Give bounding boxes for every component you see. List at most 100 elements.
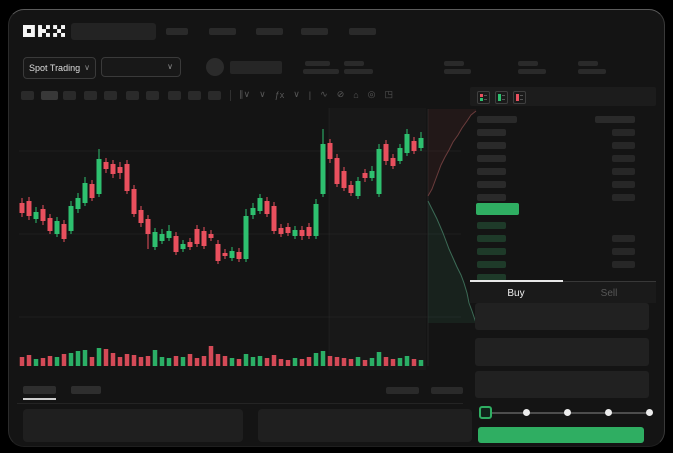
chart-tool-icon[interactable]: ∿ xyxy=(320,89,328,99)
bottom-divider xyxy=(17,403,463,404)
stat-label-placeholder xyxy=(305,61,330,66)
tab-buy[interactable]: Buy xyxy=(507,288,525,299)
stat-label-placeholder xyxy=(444,61,464,66)
interval-button-placeholder[interactable] xyxy=(146,91,159,100)
ask-size-placeholder[interactable] xyxy=(612,142,635,149)
pair-icon-placeholder xyxy=(206,58,224,76)
interval-button-placeholder[interactable] xyxy=(104,91,117,100)
chart-tool-icon[interactable]: ∨ xyxy=(293,89,300,99)
bid-price-placeholder[interactable] xyxy=(477,261,506,268)
bottom-action-placeholder[interactable] xyxy=(431,387,463,394)
stat-label-placeholder xyxy=(578,61,598,66)
interval-button-placeholder[interactable] xyxy=(208,91,221,100)
stat-label-placeholder xyxy=(518,61,538,66)
ask-size-placeholder[interactable] xyxy=(612,168,635,175)
bids-view-icon[interactable] xyxy=(495,91,508,104)
ask-price-placeholder[interactable] xyxy=(477,155,506,162)
slider-stop[interactable] xyxy=(522,409,530,416)
volume-layer xyxy=(19,346,424,366)
bid-size-placeholder[interactable] xyxy=(612,235,635,242)
chart-tool-icon[interactable]: ⌂ xyxy=(353,89,359,100)
ask-size-placeholder[interactable] xyxy=(612,194,635,201)
slider-handle[interactable] xyxy=(478,406,492,419)
inactive-tab-divider xyxy=(563,281,656,282)
market-type-label: Spot Trading xyxy=(29,63,81,73)
global-search-placeholder[interactable] xyxy=(71,23,156,40)
stat-value-placeholder xyxy=(444,69,471,74)
candles-layer xyxy=(19,129,424,264)
bottom-active-tab-indicator xyxy=(23,398,56,400)
session-highlight xyxy=(329,108,426,370)
depth-bids-line xyxy=(427,200,477,324)
bottom-action-placeholder[interactable] xyxy=(386,387,419,394)
order-input-placeholder[interactable] xyxy=(475,338,649,366)
nav-item-placeholder[interactable] xyxy=(209,28,236,35)
okx-logo-glyph xyxy=(23,25,65,37)
order-history-panel-placeholder xyxy=(258,409,472,442)
interval-button-placeholder[interactable] xyxy=(126,91,139,100)
depth-asks-area xyxy=(428,109,476,196)
open-orders-panel-placeholder xyxy=(23,409,243,442)
tab-sell[interactable]: Sell xyxy=(600,288,618,299)
bid-price-placeholder[interactable] xyxy=(477,274,506,281)
chart-tool-icon[interactable]: ∥∨ xyxy=(239,89,251,99)
pair-name-placeholder xyxy=(230,61,282,74)
slider-stop[interactable] xyxy=(645,409,653,416)
bid-size-placeholder[interactable] xyxy=(612,248,635,255)
nav-item-placeholder[interactable] xyxy=(301,28,328,35)
chart-tool-icon[interactable]: ƒx xyxy=(274,89,285,100)
pair-selector-dropdown[interactable]: ∨ xyxy=(101,57,181,77)
ask-size-placeholder[interactable] xyxy=(612,181,635,188)
app-window: Spot Trading ∨ ∨ ∥∨ ∨ ƒx ∨ | ∿ ⊘ ⌂ ◎ ◳ Buy Sell xyxy=(8,9,665,447)
orderbook-header-placeholder xyxy=(595,116,635,123)
order-input-placeholder[interactable] xyxy=(475,303,649,330)
okx-logo[interactable] xyxy=(23,23,65,40)
chevron-down-icon: ∨ xyxy=(167,62,173,71)
ask-price-placeholder[interactable] xyxy=(477,194,506,201)
ask-price-placeholder[interactable] xyxy=(477,168,506,175)
toolbar-divider xyxy=(230,90,231,101)
asks-view-icon[interactable] xyxy=(513,91,526,104)
nav-item-placeholder[interactable] xyxy=(256,28,283,35)
chart-tool-icon[interactable]: ⊘ xyxy=(336,89,345,99)
depth-bids-area xyxy=(428,201,476,323)
toolbar-divider: | xyxy=(308,89,312,100)
nav-item-placeholder[interactable] xyxy=(349,28,376,35)
chevron-down-icon: ∨ xyxy=(84,63,90,72)
interval-button-placeholder[interactable] xyxy=(21,91,34,100)
interval-button-placeholder[interactable] xyxy=(188,91,201,100)
stat-value-placeholder xyxy=(303,69,339,74)
ask-price-placeholder[interactable] xyxy=(477,181,506,188)
buy-sell-tab-strip xyxy=(470,282,656,303)
bid-price-placeholder[interactable] xyxy=(477,235,506,242)
slider-stop[interactable] xyxy=(563,409,571,416)
stat-value-placeholder xyxy=(344,69,373,74)
bottom-tab-1-placeholder[interactable] xyxy=(23,386,56,394)
submit-order-button[interactable] xyxy=(478,427,644,443)
bottom-tab-2-placeholder[interactable] xyxy=(71,386,101,394)
chart-tool-icon[interactable]: ∨ xyxy=(259,89,266,99)
interval-button-placeholder[interactable] xyxy=(84,91,97,100)
chart-tool-icon[interactable]: ◎ xyxy=(367,89,376,99)
combined-view-icon[interactable] xyxy=(477,91,490,104)
stat-value-placeholder xyxy=(578,69,606,74)
ask-size-placeholder[interactable] xyxy=(612,155,635,162)
ask-size-placeholder[interactable] xyxy=(612,129,635,136)
chart-tool-icon[interactable]: ◳ xyxy=(384,89,394,99)
nav-item-placeholder[interactable] xyxy=(166,28,188,35)
last-price-bar[interactable] xyxy=(476,203,519,215)
interval-button-placeholder[interactable] xyxy=(41,91,58,100)
bid-price-placeholder[interactable] xyxy=(477,248,506,255)
ask-price-placeholder[interactable] xyxy=(477,129,506,136)
ask-price-placeholder[interactable] xyxy=(477,142,506,149)
market-type-selector[interactable]: Spot Trading ∨ xyxy=(23,57,96,79)
stat-value-placeholder xyxy=(518,69,546,74)
bid-size-placeholder[interactable] xyxy=(612,261,635,268)
price-chart[interactable] xyxy=(9,10,664,446)
interval-button-placeholder[interactable] xyxy=(168,91,181,100)
slider-stop[interactable] xyxy=(604,409,612,416)
interval-button-placeholder[interactable] xyxy=(63,91,76,100)
bid-price-placeholder[interactable] xyxy=(477,222,506,229)
order-input-placeholder[interactable] xyxy=(475,371,649,398)
